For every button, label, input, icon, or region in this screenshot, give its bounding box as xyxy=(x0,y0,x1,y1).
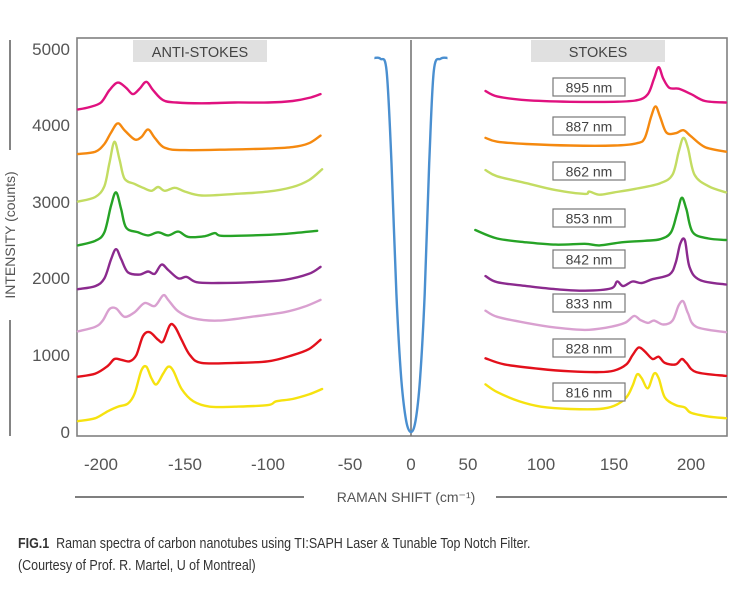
wavelength-label-text: 833 nm xyxy=(566,296,613,312)
stokes-label-bg xyxy=(531,40,665,62)
y-tick-label: 2000 xyxy=(32,269,70,288)
stokes-line xyxy=(474,196,728,247)
series-828-nm xyxy=(76,322,728,378)
x-tick-labels: -200 -150 -100 -50 0 50 100 150 200 xyxy=(84,455,705,474)
series-842-nm xyxy=(76,237,728,292)
stokes-line xyxy=(484,136,728,196)
wavelength-label-text: 853 nm xyxy=(566,211,613,227)
anti-stokes-line xyxy=(76,248,322,291)
caption-line-1: FIG.1 Raman spectra of carbon nanotubes u… xyxy=(18,533,629,555)
anti-stokes-region-label: ANTI-STOKES xyxy=(133,40,267,62)
anti-stokes-line xyxy=(76,80,322,111)
wavelength-label-text: 895 nm xyxy=(566,80,613,96)
y-tick-label: 3000 xyxy=(32,193,70,212)
x-tick-label: 0 xyxy=(406,455,415,474)
series-853-nm xyxy=(76,191,728,247)
x-tick-label: 150 xyxy=(600,455,628,474)
anti-stokes-line xyxy=(76,140,324,203)
y-tick-label: 1000 xyxy=(32,346,70,365)
y-tick-labels: 0 1000 2000 3000 4000 5000 xyxy=(32,40,70,442)
caption-text: Raman spectra of carbon nanotubes using … xyxy=(56,536,531,552)
stokes-label: STOKES xyxy=(569,45,628,61)
caption-credit: (Courtesy of Prof. R. Martel, U of Montr… xyxy=(18,558,256,574)
x-tick-label: 200 xyxy=(677,455,705,474)
stokes-line xyxy=(484,237,728,292)
anti-stokes-line xyxy=(76,322,322,378)
notch-filter-curve xyxy=(374,56,448,434)
y-axis-title: INTENSITY (counts) xyxy=(2,171,18,298)
y-axis-title-group: INTENSITY (counts) xyxy=(2,40,18,436)
wavelength-label: 862 nm xyxy=(552,161,626,181)
wavelength-label-text: 887 nm xyxy=(566,119,613,135)
series-887-nm xyxy=(76,105,728,156)
wavelength-label-box xyxy=(552,77,626,97)
wavelength-label-text: 816 nm xyxy=(566,385,613,401)
wavelength-labels-layer: 895 nm 887 nm 862 nm 853 nm 842 nm 833 nm 828 … xyxy=(552,77,626,402)
stokes-line xyxy=(484,371,728,420)
x-tick-label: -100 xyxy=(251,455,285,474)
x-tick-label: -150 xyxy=(168,455,202,474)
stokes-line xyxy=(484,299,728,334)
y-tick-label: 0 xyxy=(61,423,70,442)
x-tick-label: -200 xyxy=(84,455,118,474)
x-axis-title-group: RAMAN SHIFT (cm⁻¹) xyxy=(75,489,727,505)
plot-frame xyxy=(76,37,728,437)
wavelength-label-box xyxy=(552,208,626,228)
wavelength-label: 895 nm xyxy=(552,77,626,97)
wavelength-label-text: 842 nm xyxy=(566,252,613,268)
wavelength-label: 887 nm xyxy=(552,116,626,136)
x-tick-label: 100 xyxy=(527,455,555,474)
anti-stokes-line xyxy=(76,122,322,156)
x-axis-title: RAMAN SHIFT (cm⁻¹) xyxy=(337,489,476,505)
wavelength-label: 842 nm xyxy=(552,249,626,269)
anti-stokes-line xyxy=(76,191,319,247)
wavelength-label-text: 862 nm xyxy=(566,164,613,180)
stokes-line xyxy=(484,105,728,153)
wavelength-label: 833 nm xyxy=(552,293,626,313)
x-tick-label: 50 xyxy=(459,455,478,474)
notch-filter-layer xyxy=(374,56,448,434)
anti-stokes-line xyxy=(76,364,324,423)
stokes-line xyxy=(484,66,728,104)
series-833-nm xyxy=(76,293,728,334)
wavelength-label: 828 nm xyxy=(552,338,626,358)
anti-stokes-label: ANTI-STOKES xyxy=(152,45,248,61)
series-862-nm xyxy=(76,136,728,203)
y-tick-label: 5000 xyxy=(32,40,70,59)
figure-label: FIG.1 xyxy=(18,536,50,552)
figure-caption: FIG.1 Raman spectra of carbon nanotubes u… xyxy=(18,533,629,577)
series-816-nm xyxy=(76,364,728,423)
stokes-line xyxy=(484,346,728,378)
wavelength-label: 853 nm xyxy=(552,208,626,228)
stokes-region-label: STOKES xyxy=(531,40,665,62)
series-layer xyxy=(76,66,728,423)
raman-spectra-chart: INTENSITY (counts) ANTI-STOKES STOKES 0 … xyxy=(2,37,728,505)
x-tick-label: -50 xyxy=(338,455,363,474)
y-tick-label: 4000 xyxy=(32,116,70,135)
wavelength-label: 816 nm xyxy=(552,382,626,402)
anti-stokes-line xyxy=(76,293,322,333)
wavelength-label-box xyxy=(552,338,626,358)
wavelength-label-box xyxy=(552,293,626,313)
wavelength-label-text: 828 nm xyxy=(566,341,613,357)
wavelength-label-box xyxy=(552,161,626,181)
wavelength-label-box xyxy=(552,249,626,269)
wavelength-label-box xyxy=(552,116,626,136)
wavelength-label-box xyxy=(552,382,626,402)
series-895-nm xyxy=(76,66,728,111)
anti-stokes-label-bg xyxy=(133,40,267,62)
